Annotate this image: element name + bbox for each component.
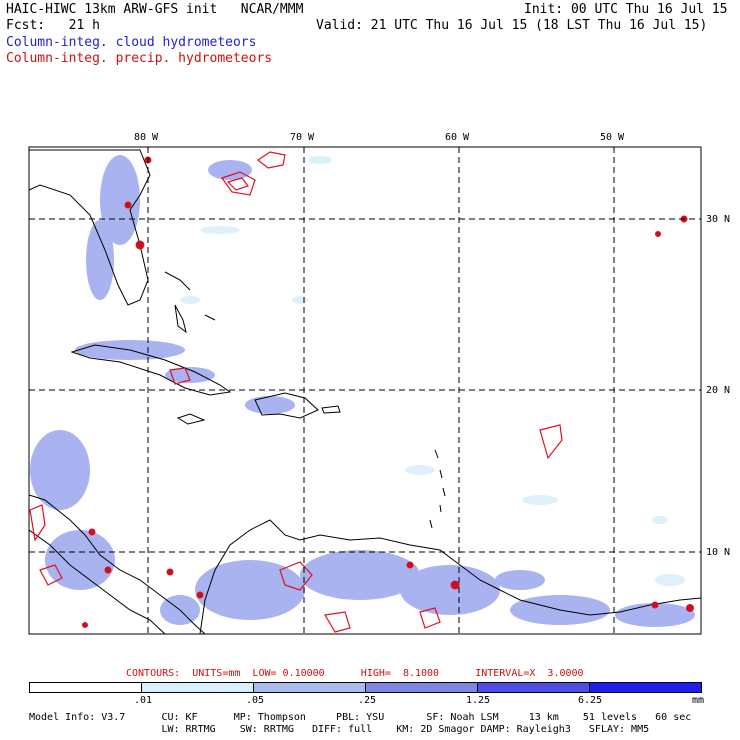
colorbar-seg-4 — [477, 682, 590, 693]
lon-label-80w: 80 W — [134, 132, 159, 143]
colorbar-tick-4: 6.25 — [578, 695, 603, 706]
field-precip-label: Column-integ. precip. hydrometeors — [6, 51, 273, 66]
colorbar-seg-1 — [141, 682, 254, 693]
precip-hydrometeor-contours — [29, 151, 563, 633]
lat-label-30n: 30 N — [706, 214, 731, 225]
colorbar-units: mm — [692, 695, 705, 706]
init-time: Init: 00 UTC Thu 16 Jul 15 — [524, 2, 728, 17]
model-info-line2: LW: RRTMG SW: RRTMG DIFF: full KM: 2D Sm… — [29, 724, 650, 735]
map-frame — [28, 146, 702, 635]
colorbar-tick-2: .25 — [358, 695, 377, 706]
colorbar-tick-0: .01 — [134, 695, 153, 706]
lat-label-20n: 20 N — [706, 385, 731, 396]
colorbar-seg-5 — [589, 682, 702, 693]
coastlines — [29, 149, 701, 634]
lat-label-10n: 10 N — [706, 547, 731, 558]
lon-label-60w: 60 W — [445, 132, 470, 143]
colorbar-seg-3 — [365, 682, 478, 693]
colorbar-tick-1: .05 — [246, 695, 265, 706]
model-info-line1: Model Info: V3.7 CU: KF MP: Thompson PBL… — [29, 712, 692, 723]
model-title: HAIC-HIWC 13km ARW-GFS init NCAR/MMM — [6, 2, 304, 17]
colorbar-seg-0 — [29, 682, 142, 693]
lon-label-50w: 50 W — [600, 132, 625, 143]
cloud-hydrometeor-field — [30, 155, 695, 627]
lat-lon-grid — [29, 147, 701, 634]
forecast-hour: Fcst: 21 h — [6, 18, 100, 33]
lon-label-70w: 70 W — [290, 132, 315, 143]
contours-info: CONTOURS: UNITS=mm LOW= 0.10000 HIGH= 8.… — [126, 668, 584, 679]
colorbar-tick-3: 1.25 — [466, 695, 491, 706]
valid-time: Valid: 21 UTC Thu 16 Jul 15 (18 LST Thu … — [316, 18, 708, 33]
field-cloud-label: Column-integ. cloud hydrometeors — [6, 35, 257, 50]
colorbar-seg-2 — [253, 682, 366, 693]
weather-map — [28, 146, 702, 635]
